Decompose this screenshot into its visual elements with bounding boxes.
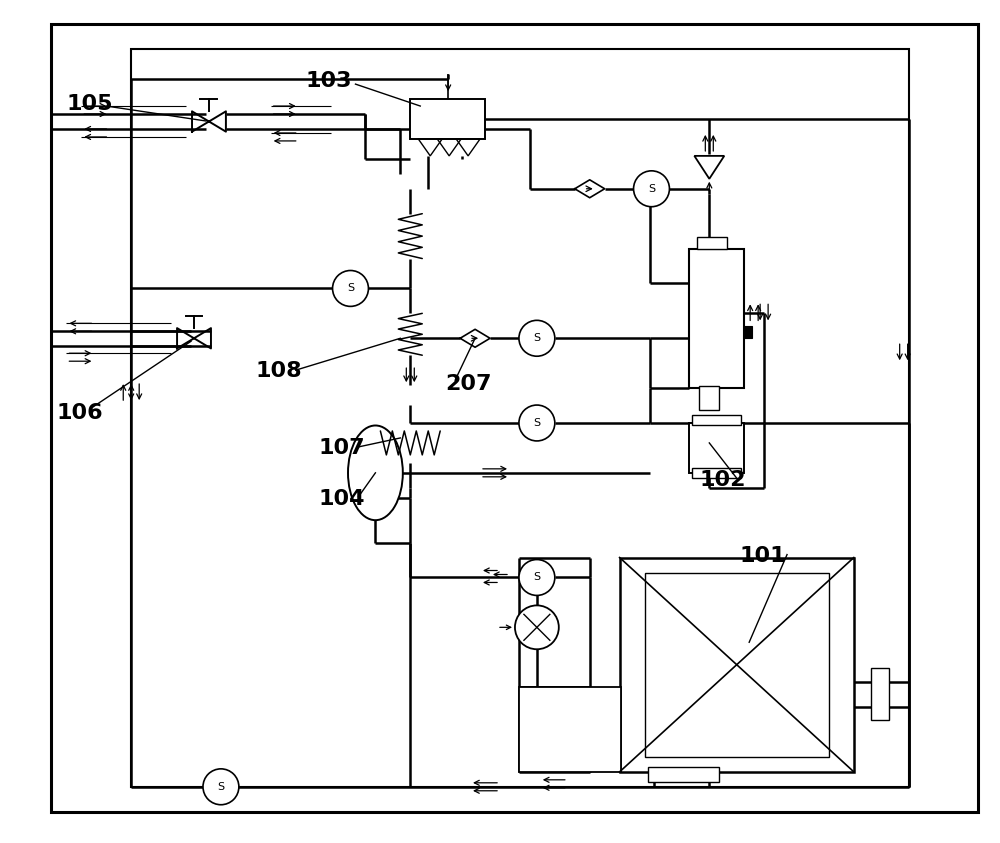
Bar bbox=[519, 687, 621, 772]
Bar bbox=[699, 386, 719, 410]
Text: 104: 104 bbox=[319, 489, 365, 509]
Bar bbox=[689, 249, 744, 388]
Text: 107: 107 bbox=[319, 438, 365, 459]
Bar bbox=[645, 572, 829, 757]
Bar bbox=[692, 415, 741, 425]
Bar bbox=[131, 49, 909, 787]
Text: S: S bbox=[217, 781, 224, 792]
Text: S: S bbox=[648, 184, 655, 194]
Circle shape bbox=[519, 560, 555, 595]
Text: 106: 106 bbox=[56, 403, 103, 423]
Bar bbox=[871, 668, 889, 720]
Circle shape bbox=[203, 769, 239, 805]
Bar bbox=[689, 423, 744, 473]
Bar bbox=[692, 468, 741, 478]
Text: S: S bbox=[533, 418, 540, 428]
Text: 101: 101 bbox=[739, 546, 786, 566]
Circle shape bbox=[333, 271, 368, 306]
Bar bbox=[697, 237, 727, 249]
Text: S: S bbox=[347, 283, 354, 293]
Bar bbox=[744, 326, 752, 338]
Text: 108: 108 bbox=[256, 361, 302, 381]
Text: 105: 105 bbox=[66, 94, 113, 114]
Circle shape bbox=[519, 320, 555, 357]
Circle shape bbox=[515, 605, 559, 649]
Text: 207: 207 bbox=[445, 373, 492, 394]
Circle shape bbox=[519, 405, 555, 441]
Ellipse shape bbox=[348, 426, 403, 520]
Circle shape bbox=[634, 171, 669, 207]
Bar bbox=[410, 99, 485, 139]
Bar bbox=[620, 557, 854, 772]
Text: S: S bbox=[533, 333, 540, 343]
Text: 103: 103 bbox=[306, 71, 352, 91]
Text: 102: 102 bbox=[699, 470, 746, 491]
Bar bbox=[648, 767, 719, 781]
Text: S: S bbox=[533, 572, 540, 583]
